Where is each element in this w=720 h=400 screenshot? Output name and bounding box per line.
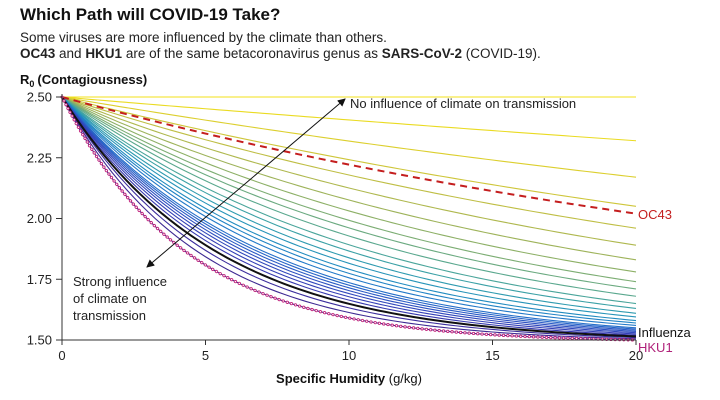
family-curve xyxy=(61,96,637,283)
subtitle-covid: (COVID-19). xyxy=(462,46,541,61)
y-tick-label: 2.00 xyxy=(27,211,52,226)
family-curve xyxy=(61,96,637,229)
annotation-strong-line2: of climate on xyxy=(73,291,147,306)
family-curve xyxy=(61,96,637,331)
series-label-influenza: Influenza xyxy=(638,325,692,340)
x-axis-label: Specific Humidity (g/kg) xyxy=(276,371,422,386)
family-curve xyxy=(61,96,637,335)
subtitle-hku1: HKU1 xyxy=(85,46,123,61)
family-curve xyxy=(61,96,637,290)
series-label-hku1: HKU1 xyxy=(638,340,673,355)
chart-title: Which Path will COVID-19 Take? xyxy=(20,5,281,24)
x-tick-label: 0 xyxy=(58,348,65,363)
annotation-strong-line1: Strong influence xyxy=(73,274,167,289)
subtitle-genus: are of the same betacoronavirus genus as xyxy=(122,46,382,61)
chart-subtitle-line2: OC43 and HKU1 are of the same betacorona… xyxy=(20,46,541,61)
annotation-strong-line3: transmission xyxy=(73,308,146,323)
subtitle-sars: SARS-CoV-2 xyxy=(381,46,462,61)
family-curve xyxy=(61,96,637,336)
subtitle-oc43: OC43 xyxy=(20,46,56,61)
family-curve xyxy=(61,96,637,339)
family-curve xyxy=(61,96,637,330)
annotation-no-influence: No influence of climate on transmission xyxy=(350,96,576,111)
y-tick-label: 1.50 xyxy=(27,333,52,348)
y-tick-label: 2.50 xyxy=(27,90,52,105)
chart-subtitle-line1: Some viruses are more influenced by the … xyxy=(20,30,387,45)
x-tick-label: 5 xyxy=(202,348,209,363)
series-label-oc43: OC43 xyxy=(638,207,672,222)
series-oc43-line xyxy=(61,96,637,215)
x-tick-label: 15 xyxy=(485,348,499,363)
annotation-arrow xyxy=(146,98,346,268)
x-tick-label: 10 xyxy=(342,348,356,363)
subtitle-and: and xyxy=(55,46,86,61)
y-tick-label: 1.75 xyxy=(27,272,52,287)
x-tick-label: 20 xyxy=(629,348,643,363)
y-tick-label: 2.25 xyxy=(27,150,52,165)
y-axis-label: R0 (Contagiousness) xyxy=(20,72,147,89)
family-curve xyxy=(61,96,637,324)
